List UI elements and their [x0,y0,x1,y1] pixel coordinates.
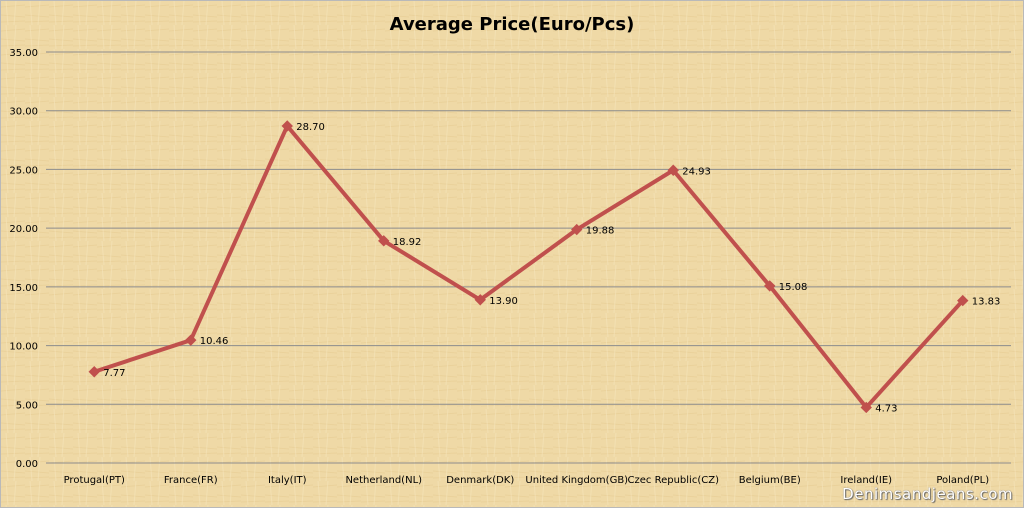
data-point-marker [281,120,293,132]
x-tick-label: France(FR) [164,475,218,486]
data-label: 19.88 [586,226,615,237]
x-tick-label: Poland(PL) [936,475,989,486]
data-point-marker [88,366,100,378]
data-label: 10.46 [200,336,229,347]
data-labels: 7.77 10.46 28.70 18.92 13.90 19.88 24.93 15.08 4… [103,122,1000,414]
y-tick-label: 25.00 [9,165,38,176]
data-label: 13.90 [489,296,518,307]
chart-title: Average Price(Euro/Pcs) [390,14,635,35]
data-label: 13.83 [972,297,1001,308]
data-point-marker [378,235,390,247]
y-tick-label: 0.00 [16,459,38,470]
data-point-marker [185,334,197,346]
x-tick-label: Czec Republic(CZ) [628,475,720,486]
x-tick-label: Netherland(NL) [345,475,422,486]
data-point-marker [667,164,679,176]
data-label: 7.77 [103,368,125,379]
gridlines [46,51,1011,464]
y-tick-label: 20.00 [9,224,38,235]
data-label: 18.92 [393,237,422,248]
y-tick-label: 30.00 [9,107,38,118]
x-tick-label: Italy(IT) [268,475,307,486]
series-line [92,123,965,410]
data-point-marker [571,223,583,236]
data-point-marker [957,294,969,307]
y-tick-label: 15.00 [9,283,38,294]
x-tick-label: Ireland(IE) [840,475,892,486]
data-label: 28.70 [296,122,325,133]
x-tick-label: United Kingdom(GB) [525,475,628,486]
data-point-marker [474,294,486,306]
data-label: 4.73 [875,403,897,414]
y-tick-label: 35.00 [9,48,38,59]
y-tick-label: 10.00 [9,342,38,353]
data-point-marker [764,280,776,292]
series-price [88,120,969,414]
y-axis-tick-labels: 0.00 5.00 10.00 15.00 20.00 25.00 30.00 35.00 [9,48,38,470]
x-axis-tick-labels: Protugal(PT) France(FR) Italy(IT) Netherlan… [64,475,990,486]
data-label: 15.08 [779,282,808,293]
x-tick-label: Belgium(BE) [739,475,801,486]
watermark-text: Denimsandjeans.com [842,485,1013,503]
x-tick-label: Protugal(PT) [64,475,125,486]
data-label: 24.93 [682,166,711,177]
x-tick-label: Denmark(DK) [446,475,514,486]
data-point-marker [860,401,872,414]
y-tick-label: 5.00 [16,400,38,411]
